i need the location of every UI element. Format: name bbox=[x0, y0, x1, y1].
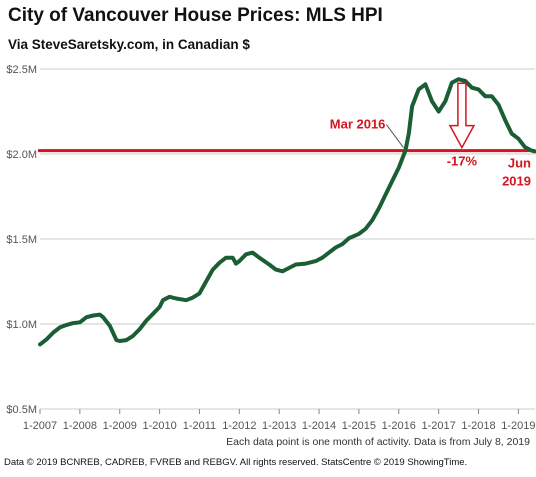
x-tick-label: 1-2019 bbox=[501, 420, 535, 432]
chart-subtitle: Via SteveSaretsky.com, in Canadian $ bbox=[8, 37, 250, 52]
x-tick-label: 1-2010 bbox=[142, 420, 176, 432]
x-tick-label: 1-2007 bbox=[23, 420, 57, 432]
x-tick-label: 1-2012 bbox=[222, 420, 256, 432]
drop-arrow bbox=[448, 82, 476, 150]
y-tick-label: $0.5M bbox=[6, 404, 37, 416]
annotation-mar-2016: Mar 2016 bbox=[330, 117, 386, 132]
data-credits: Data © 2019 BCNREB, CADREB, FVREB and RE… bbox=[4, 457, 468, 468]
x-tick-label: 1-2009 bbox=[103, 420, 137, 432]
x-tick-label: 1-2013 bbox=[262, 420, 296, 432]
y-tick-label: $1.0M bbox=[6, 319, 37, 331]
annotation-leader-line bbox=[386, 124, 404, 148]
annotation-drop-percent: -17% bbox=[447, 154, 478, 169]
x-tick-label: 1-2008 bbox=[63, 420, 97, 432]
x-tick-label: 1-2011 bbox=[183, 420, 216, 432]
y-tick-label: $2.5M bbox=[6, 64, 37, 76]
x-tick-label: 1-2015 bbox=[342, 420, 376, 432]
annotation-2019: 2019 bbox=[502, 174, 531, 189]
y-tick-label: $2.0M bbox=[6, 149, 37, 161]
x-tick-label: 1-2014 bbox=[302, 420, 336, 432]
annotation-jun: Jun bbox=[508, 156, 531, 171]
x-tick-label: 1-2018 bbox=[461, 420, 495, 432]
chart-title: City of Vancouver House Prices: MLS HPI bbox=[8, 5, 383, 26]
data-note: Each data point is one month of activity… bbox=[226, 436, 530, 448]
x-tick-label: 1-2017 bbox=[422, 420, 456, 432]
x-tick-label: 1-2016 bbox=[382, 420, 416, 432]
y-tick-label: $1.5M bbox=[6, 234, 37, 246]
series-line bbox=[38, 77, 536, 347]
